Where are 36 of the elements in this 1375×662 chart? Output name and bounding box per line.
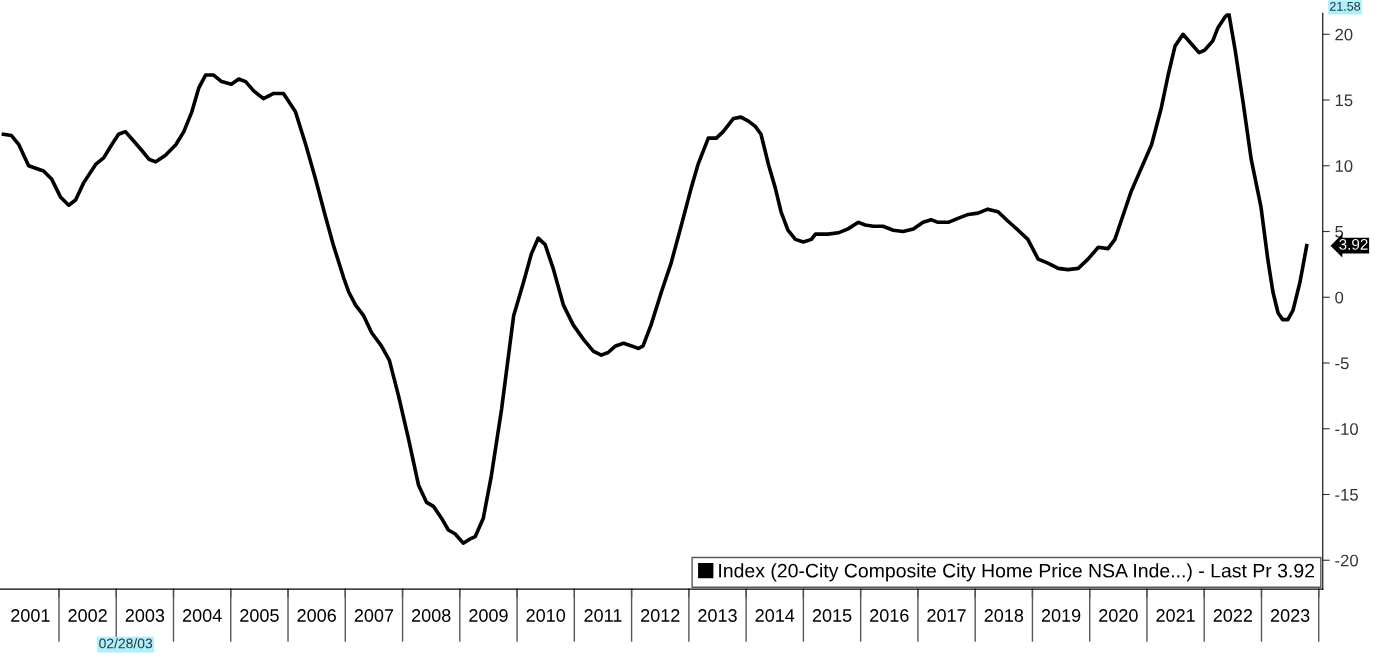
x-tick-label: 2018 <box>984 609 1024 622</box>
x-tick-label: 2002 <box>68 609 107 622</box>
x-tick-label: 2001 <box>11 609 50 622</box>
x-tick-label: 2021 <box>1156 609 1195 622</box>
text: 02/28/03 <box>99 638 153 649</box>
x-tick-label: 2017 <box>927 609 966 622</box>
x-tick-label: 2005 <box>240 609 279 622</box>
y-tick-label: 15 <box>1335 94 1353 107</box>
x-tick-label: 2015 <box>812 609 852 622</box>
x-tick-label: 2019 <box>1041 609 1081 622</box>
x-tick-label: 2003 <box>125 609 165 622</box>
y-tick-label: -5 <box>1335 357 1349 370</box>
y-tick-label: -15 <box>1335 489 1358 501</box>
x-tick-label: 2012 <box>641 609 680 622</box>
x-tick-label: 2008 <box>412 609 451 622</box>
y-tick-label: 20 <box>1335 28 1353 41</box>
x-tick-label: 2007 <box>354 609 394 622</box>
x-tick-label: 2009 <box>469 609 508 622</box>
x-tick-label: 2020 <box>1099 609 1138 622</box>
line-series <box>1 13 1309 545</box>
text: 3.92 <box>1339 239 1368 250</box>
x-tick-label: 2016 <box>870 609 909 622</box>
x-tick-label: 2004 <box>182 609 222 622</box>
x-tick-label: 2023 <box>1270 609 1310 622</box>
x-tick-label: 2014 <box>755 609 795 622</box>
text: 21.58 <box>1329 1 1361 11</box>
legend-label: Index (20-City Composite City Home Price NSA Inde...) - Last Pr 3.92 <box>719 563 1315 582</box>
y-tick-label: 10 <box>1335 160 1353 172</box>
x-tick-label: 2011 <box>584 609 622 622</box>
x-tick-label: 2006 <box>297 609 336 622</box>
y-tick-label: -10 <box>1335 423 1358 435</box>
y-tick-label: 0 <box>1335 291 1344 304</box>
y-tick-label: -20 <box>1335 554 1358 567</box>
x-tick-label: 2022 <box>1213 609 1253 622</box>
x-tick-label: 2010 <box>526 609 566 622</box>
x-tick-label: 2013 <box>698 609 737 622</box>
